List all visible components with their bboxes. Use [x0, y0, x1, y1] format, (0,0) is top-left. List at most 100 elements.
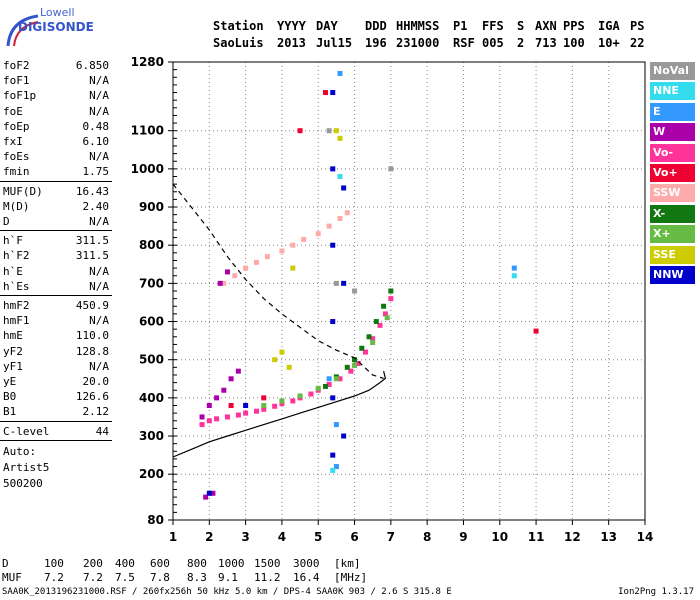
trace-point-vo [214, 416, 220, 422]
param-label: foEs [3, 150, 30, 164]
y-tick-label: 200 [139, 467, 164, 481]
param-value: N/A [89, 264, 109, 278]
param-row: hmE 110.0 [3, 328, 109, 343]
y-tick-label: 500 [139, 353, 164, 367]
clevel-row: C-level 44 [3, 424, 109, 439]
x-tick-label: 3 [241, 530, 249, 544]
footer-file-info: SAA0K_2013196231000.RSF / 260fx256h 50 k… [2, 587, 452, 597]
param-value: 2.40 [82, 199, 110, 213]
trace-point-e [333, 422, 339, 428]
header-value: 10+ [598, 36, 620, 50]
trace-point-vo [199, 422, 205, 428]
separator-line [0, 420, 112, 422]
param-label: M(D) [3, 199, 30, 213]
trace-point-ssw [344, 210, 350, 216]
trace-point-vo [228, 403, 234, 408]
x-tick-label: 8 [423, 530, 431, 544]
x-tick-label: 10 [491, 530, 508, 544]
param-label: yF2 [3, 344, 23, 358]
param-row: B1 2.12 [3, 404, 109, 419]
trace-point-ssw [315, 231, 321, 237]
trace-point-w [224, 269, 230, 275]
header-label: P1 [453, 19, 468, 33]
param-row: M(D) 2.40 [3, 199, 109, 214]
header-value: SaoLuis [213, 36, 264, 50]
x-tick-label: 13 [600, 530, 617, 544]
footer-d-cell: 1500 [254, 557, 281, 570]
header-value: 196 [365, 36, 387, 50]
trace-point-w [203, 494, 209, 500]
header-value: 2 [517, 36, 525, 50]
trace-point-ssw [264, 254, 270, 260]
trace-point-nne [337, 174, 343, 179]
trace-point-vo [348, 368, 354, 374]
trace-point-vo [261, 395, 267, 401]
param-label: hmF1 [3, 314, 30, 328]
trace-point-x [261, 403, 267, 408]
param-value: 110.0 [75, 329, 109, 343]
footer-d-cell: 100 [44, 557, 64, 570]
x-tick-label: 11 [528, 530, 545, 544]
trace-point-ssw [326, 223, 332, 229]
separator-line [0, 439, 112, 441]
header-label: Station [213, 19, 264, 33]
legend-item-w: W [650, 123, 695, 142]
x-tick-label: 6 [350, 530, 358, 544]
trace-point-vo [326, 382, 332, 388]
separator-line [0, 230, 112, 232]
header-label: DDD [365, 19, 387, 33]
legend-item-e: E [650, 102, 695, 121]
param-row: fmin 1.75 [3, 164, 109, 179]
trace-point-vo [243, 410, 249, 416]
param-value: 1.75 [82, 165, 110, 179]
footer-d-cell: [km] [334, 557, 361, 570]
trace-point-x [344, 364, 350, 370]
trace-point-vo [272, 403, 278, 409]
trace-point-w [214, 395, 220, 401]
param-value: N/A [89, 74, 109, 88]
y-tick-label: 700 [139, 276, 164, 290]
trace-point-x [366, 334, 372, 340]
header-label: S [517, 19, 525, 33]
footer-muf-cell: 7.2 [83, 571, 103, 584]
trace-point-nnw [330, 166, 336, 172]
param-row: h`Es N/A [3, 279, 109, 294]
header-label: YYYY [277, 19, 306, 33]
trace-point-vo [337, 376, 343, 382]
param-label: foF2 [3, 59, 30, 72]
param-row: h`F2 311.5 [3, 248, 109, 263]
param-value: N/A [89, 359, 109, 373]
param-row: D N/A [3, 214, 109, 229]
header-label: PS [630, 19, 645, 33]
trace-point-nnw [243, 403, 249, 408]
param-label: h`E [3, 264, 23, 278]
param-value: N/A [89, 89, 109, 103]
param-label: D [3, 215, 10, 228]
x-tick-label: 7 [387, 530, 395, 544]
plot-grid [173, 62, 645, 520]
trace-point-x [352, 357, 358, 363]
separator-line [0, 180, 112, 182]
param-row: foEp 0.48 [3, 119, 109, 134]
trace-point-noval [352, 288, 358, 294]
trace-point-vo [322, 90, 328, 96]
trace-point-noval [333, 280, 339, 286]
trace-point-sse [272, 357, 278, 363]
footer-d-cell: 3000 [293, 557, 320, 570]
trace-point-e [326, 376, 332, 382]
param-label: fxI [3, 135, 23, 148]
trace-point-ssw [290, 242, 296, 248]
trace-point-sse [286, 364, 292, 370]
param-row: fxI 6.10 [3, 134, 109, 149]
y-tick-label: 80 [147, 513, 164, 527]
trace-point-ssw [232, 273, 238, 279]
param-label: h`F2 [3, 249, 30, 263]
param-row: hmF2 450.9 [3, 298, 109, 313]
y-tick-label: 1280 [131, 55, 164, 69]
trace-point-x [279, 398, 285, 404]
param-value: 16.43 [75, 184, 109, 198]
x-tick-label: 5 [314, 530, 322, 544]
trace-point-w [206, 403, 212, 408]
param-value: N/A [89, 150, 109, 164]
logo-line2: DIGISONDE [18, 20, 94, 34]
